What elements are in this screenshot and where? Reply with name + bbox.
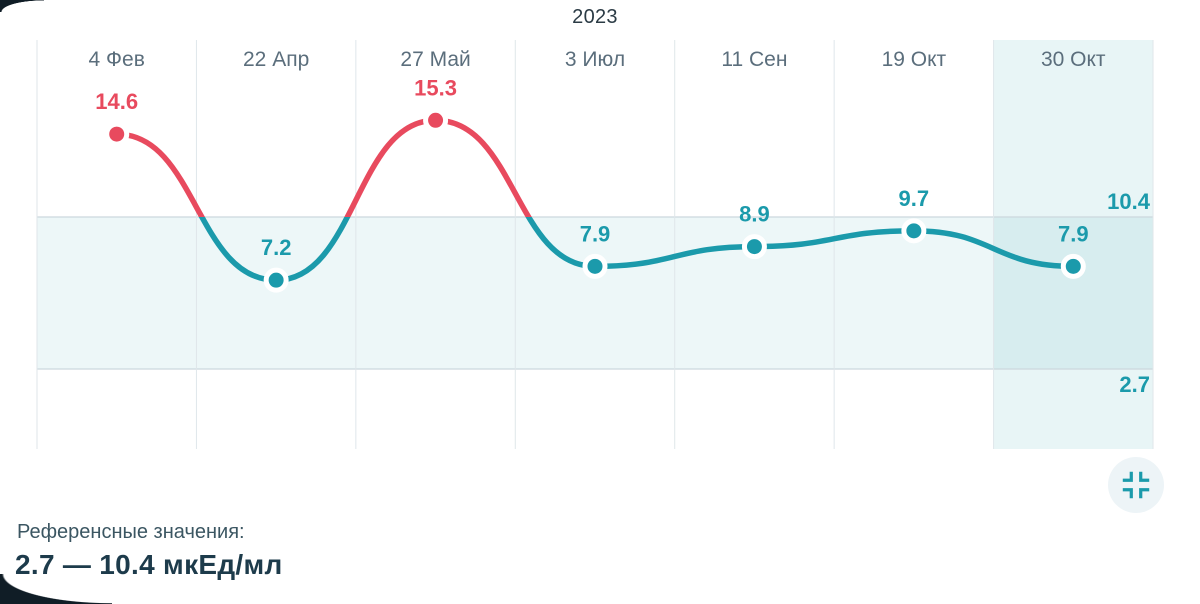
collapse-chart-button[interactable] — [1108, 457, 1164, 513]
date-label: 27 Май — [400, 48, 470, 71]
data-point[interactable] — [104, 121, 130, 147]
data-point-value-label: 8.9 — [739, 202, 770, 227]
data-point[interactable] — [901, 218, 927, 244]
data-point-value-label: 14.6 — [95, 89, 138, 114]
reference-band — [37, 217, 1153, 369]
ref-low-label: 2.7 — [1119, 372, 1150, 397]
date-label: 22 Апр — [243, 48, 309, 71]
date-label: 30 Окт — [1041, 48, 1106, 71]
chart-year-title: 2023 — [572, 6, 618, 28]
date-label: 3 Июл — [565, 48, 625, 71]
data-point[interactable] — [1060, 253, 1086, 279]
data-point[interactable] — [263, 267, 289, 293]
date-label: 4 Фев — [89, 48, 145, 71]
data-point-value-label: 9.7 — [899, 186, 930, 211]
data-point-value-label: 7.9 — [580, 221, 611, 246]
data-point-value-label: 7.2 — [261, 235, 292, 260]
data-point[interactable] — [582, 253, 608, 279]
screen-corner-dark-top-left — [0, 0, 44, 12]
data-point[interactable] — [423, 107, 449, 133]
selected-column-highlight[interactable] — [993, 40, 1153, 449]
data-point[interactable] — [741, 234, 767, 260]
date-label: 11 Сен — [721, 48, 787, 71]
data-point-value-label: 15.3 — [414, 75, 457, 100]
trend-line-in-range — [198, 217, 1077, 283]
reference-values-label: Референсные значения: — [17, 521, 245, 543]
screen-corner-dark-bottom-left — [0, 574, 112, 604]
collapse-icon — [1122, 471, 1150, 499]
ref-high-label: 10.4 — [1107, 189, 1151, 214]
data-point-value-label: 7.9 — [1058, 221, 1089, 246]
date-label: 19 Окт — [882, 48, 947, 71]
